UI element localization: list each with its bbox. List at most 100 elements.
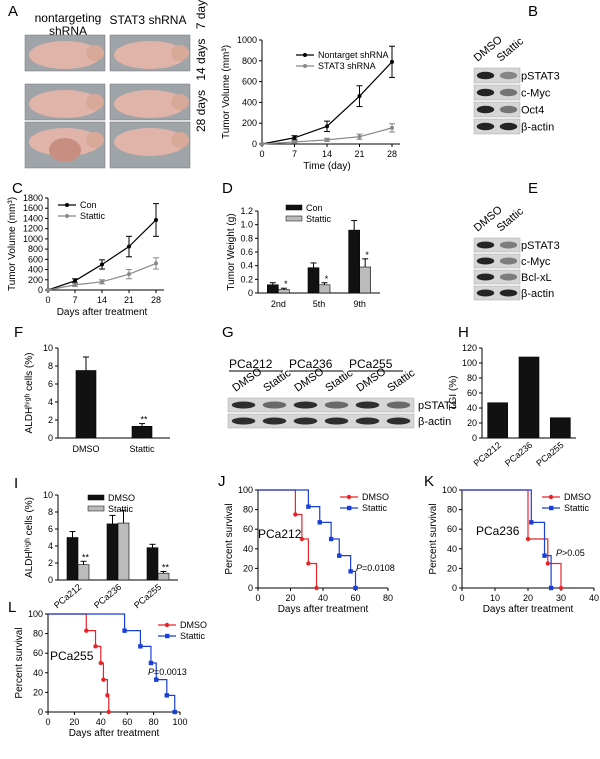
x-tick-label: 0 [45,295,50,305]
y-tick-label: 60 [33,648,43,658]
band [262,401,287,409]
legend-label: Con [306,203,323,213]
panel-labels: A B C D E F G H I J K L [8,3,538,616]
legend-label: Stattic [362,503,388,513]
band [355,401,380,409]
mouse-photo [24,121,106,169]
photo-header-stat3: STAT3 shRNA [110,13,187,27]
data-point [545,561,550,566]
significance-mark: * [365,250,369,260]
legend-marker [548,494,554,500]
y-tick-label: 80 [33,629,43,639]
bar [518,356,540,439]
y-tick-label: 40 [33,668,43,678]
x-tick-label: 0 [259,149,264,159]
x-tick-label: 2nd [271,299,286,309]
y-tick-label: 200 [28,275,43,285]
bar [359,266,371,294]
band [476,71,495,80]
bar [106,523,119,581]
legend-marker [549,505,554,511]
band [262,417,287,425]
y-tick-label: 1.2 [240,206,253,216]
x-tick-label: 28 [151,295,161,305]
y-tick-label: 80 [243,505,253,515]
band [293,401,318,409]
band [499,257,518,265]
x-axis-label: Days after treatment [57,307,148,318]
y-tick-label: 1400 [23,213,43,223]
bar [131,425,153,439]
band [324,417,349,425]
x-axis-label: Time (day) [303,161,350,172]
mouse-photo [109,34,191,72]
mouse-photo [24,83,106,121]
legend-swatch [87,505,105,512]
data-point [138,644,143,649]
band [499,289,518,297]
y-tick-label: 2 [48,558,53,568]
x-tick-label: 30 [556,593,566,603]
y-tick-label: 60 [243,524,253,534]
significance-mark: * [325,274,329,284]
x-tick-label: 0 [459,593,464,603]
y-tick-label: 400 [28,265,43,275]
y-axis-label: ALDHʰⁱᵍʰ cells (%) [24,352,35,433]
y-axis-label: TGI (%) [448,376,459,411]
y-tick-label: 20 [33,687,43,697]
x-tick-label: 21 [124,295,134,305]
legend-marker [303,53,307,57]
band [476,241,495,249]
y-axis-label: Tumor Weight (g) [226,213,237,290]
panel-label-E: E [528,180,538,197]
x-tick-label: 20 [69,717,79,727]
blot-row-label: Oct4 [521,105,544,117]
data-point [164,693,169,698]
x-axis-label: Days after treatment [483,604,574,615]
significance-mark: ** [82,552,90,562]
y-tick-label: 600 [28,254,43,264]
blot-row-label: pSTAT3 [521,71,560,83]
chart-D: 0 0.2 0.4 0.6 0.8 1.0 1.2 2nd 5th 9th Tumor Weight… [226,203,380,309]
y-tick-label: 20 [447,563,457,573]
bar [117,522,130,581]
data-point [325,124,329,129]
data-point [314,585,319,591]
y-tick-label: 8 [48,507,53,517]
legend-label: Stattic [564,503,590,513]
band [499,88,518,97]
data-point [390,125,394,130]
time-labels: 28 days 14 days 7 days [194,0,208,132]
panel-label-J: J [218,473,226,490]
y-tick-label: 0.2 [240,274,253,284]
data-point [390,59,394,64]
band [476,105,495,114]
y-tick-label: 0 [248,288,253,298]
data-point [292,139,297,144]
data-point [260,142,264,146]
y-tick-label: 80 [467,373,477,383]
data-point [542,553,547,558]
y-tick-label: 120 [462,343,477,353]
significance-mark: ** [162,563,170,573]
x-tick-label: 40 [318,593,328,603]
x-tick-label: PCa236 [92,582,123,611]
cell-line-label: PCa212 [258,527,302,541]
y-tick-label: 1000 [23,234,43,244]
y-tick-label: 0 [38,707,43,717]
y-tick-label: 6 [48,379,53,389]
cell-line-label: PCa236 [476,524,520,538]
panel-label-C: C [12,180,23,197]
data-point [100,279,104,284]
blot-group-label: PCa212 [229,357,273,371]
x-tick-label: 7 [292,149,297,159]
legend-label: DMSO [362,492,389,502]
band [499,122,518,131]
x-tick-label: 20 [523,593,533,603]
chart-F: 0 2 4 6 8 10 DMSO Stattic ALDHʰⁱᵍʰ cells (%) ** [24,343,170,454]
x-tick-label: 7 [72,295,77,305]
y-tick-label: 40 [243,544,253,554]
blot-group-label: PCa255 [349,357,393,371]
